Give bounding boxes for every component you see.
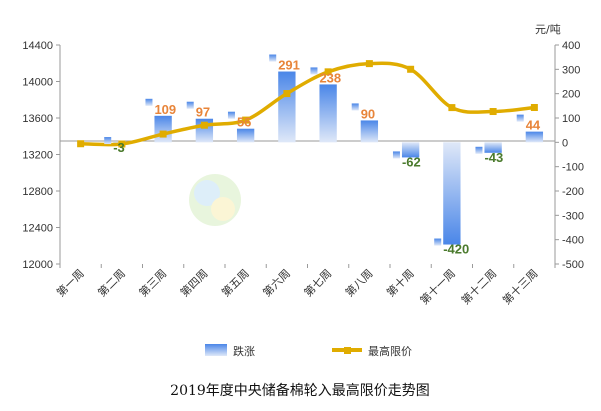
line-series (77, 60, 538, 148)
bar-9 (401, 142, 420, 158)
data-label: -3 (113, 140, 125, 155)
bar-6 (278, 71, 296, 143)
bar-11 (484, 142, 502, 153)
right-tick-label: 200 (562, 89, 580, 101)
right-tick-label: -400 (562, 235, 584, 247)
right-tick-label: 400 (562, 40, 580, 52)
data-label-marker (351, 103, 359, 111)
legend-swatch-bar (205, 344, 227, 356)
data-label: 109 (154, 102, 176, 117)
left-axis-ticks: 12000 12400 12800 13200 13600 14000 14400 (22, 40, 60, 271)
left-tick-label: 13200 (22, 150, 53, 162)
plot-area (59, 45, 556, 264)
left-tick-label: 13600 (22, 113, 53, 125)
line-point-6 (283, 90, 291, 98)
data-label-marker (104, 137, 112, 145)
right-tick-label: -100 (562, 162, 584, 174)
data-label: -420 (443, 242, 469, 257)
line-point-11 (489, 108, 497, 116)
right-tick-label: -300 (562, 210, 584, 222)
category-label: 第八周 (342, 266, 375, 299)
category-label: 第七周 (301, 266, 334, 299)
category-ticks: 第一周 第二周 第三周 第四周 第五周 第六周 第七周 第八周 第十周 第十一周 第十二周 第十三周 (54, 264, 556, 307)
data-label: 44 (526, 118, 541, 133)
line-point-10 (448, 104, 456, 112)
legend-label-bar: 跌涨 (233, 344, 255, 358)
data-label: 56 (237, 115, 251, 130)
left-tick-label: 12000 (22, 259, 53, 271)
line-point-7 (324, 68, 332, 76)
data-label: 90 (361, 106, 375, 121)
bar-10 (443, 142, 461, 245)
legend: 跌涨 最高限价 (205, 344, 412, 358)
watermark-logo (189, 174, 241, 226)
category-label: 第十一周 (417, 266, 458, 307)
category-label: 第一周 (54, 266, 87, 299)
line-point-1 (77, 140, 85, 148)
right-tick-label: 100 (562, 113, 580, 125)
data-labels: -3 109 97 56 291 238 90 -62 -420 -43 44 (104, 54, 541, 257)
bar-series (113, 71, 544, 245)
right-axis-unit: 元/吨 (535, 23, 561, 36)
right-tick-label: 0 (562, 137, 568, 149)
data-label-marker (186, 101, 194, 109)
data-label-marker (310, 67, 318, 75)
legend-swatch-marker (344, 347, 351, 354)
line-point-5 (242, 116, 250, 124)
category-label: 第十三周 (499, 266, 540, 307)
left-tick-label: 14000 (22, 77, 53, 89)
bar-3 (154, 115, 172, 143)
data-label-marker (475, 146, 483, 154)
left-tick-label: 12800 (22, 186, 53, 198)
data-label-marker (227, 111, 235, 119)
data-label: -62 (402, 154, 421, 169)
category-label: 第二周 (95, 266, 128, 299)
category-label: 第四周 (177, 266, 210, 299)
bar-8 (360, 120, 379, 143)
line-point-4 (200, 121, 208, 129)
category-label: 第十周 (384, 266, 417, 299)
line-point-9 (407, 65, 415, 73)
category-label: 第十二周 (458, 266, 499, 307)
line-point-2 (118, 140, 126, 148)
data-label: -43 (484, 150, 503, 165)
data-label-marker (434, 238, 442, 246)
left-tick-label: 14400 (22, 40, 53, 52)
right-tick-label: -200 (562, 186, 584, 198)
data-label-marker (516, 114, 524, 122)
bar-7 (319, 84, 337, 143)
category-label: 第六周 (260, 266, 293, 299)
line-point-8 (365, 60, 373, 68)
right-tick-label: -500 (562, 259, 584, 271)
bar-5 (236, 128, 255, 143)
bar-12 (525, 131, 544, 143)
line-point-12 (530, 104, 538, 112)
category-label: 第五周 (219, 266, 252, 299)
right-tick-label: 300 (562, 64, 580, 76)
data-label: 97 (196, 105, 210, 120)
left-tick-label: 12400 (22, 223, 53, 235)
chart-title: 2019年度中央储备棉轮入最高限价走势图 (170, 382, 430, 399)
legend-label-line: 最高限价 (368, 344, 412, 358)
data-label-marker (145, 98, 153, 106)
data-label: 291 (278, 58, 300, 73)
data-label-marker (269, 54, 277, 62)
line-point-3 (159, 130, 167, 138)
category-label: 第三周 (136, 266, 169, 299)
data-label: 238 (319, 70, 341, 85)
right-axis-ticks: -500 -400 -300 -200 -100 0 100 200 300 400 (555, 40, 584, 271)
data-label-marker (392, 151, 400, 159)
